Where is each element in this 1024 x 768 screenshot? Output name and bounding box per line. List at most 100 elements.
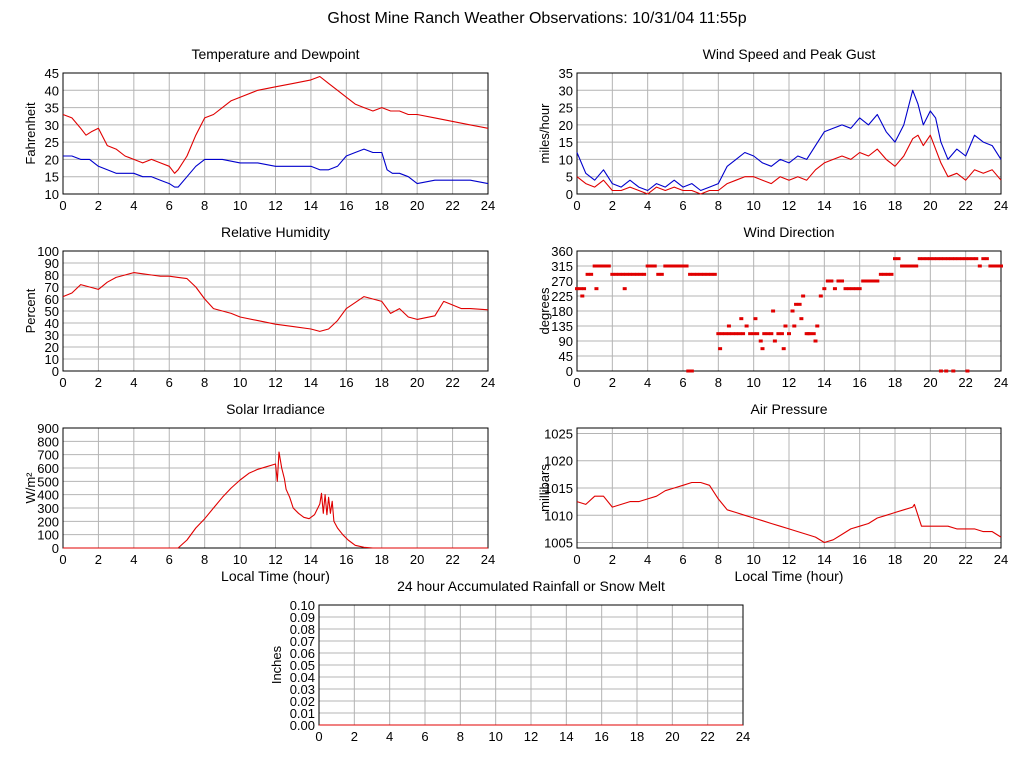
x-tick-label: 24 <box>994 375 1008 390</box>
data-point <box>599 264 604 268</box>
data-point <box>988 264 993 268</box>
x-tick-label: 16 <box>852 552 866 567</box>
y-tick-label: 30 <box>45 118 59 133</box>
data-point <box>938 257 943 261</box>
y-tick-label: 40 <box>45 83 59 98</box>
y-tick-label: 90 <box>45 256 59 271</box>
data-point <box>956 257 961 261</box>
data-point <box>924 257 929 261</box>
data-point <box>896 257 901 261</box>
charts-container: 0 2 4 6 8 10 12 14 16 18 20 22 241015202530354045Tem… <box>23 46 1008 744</box>
x-tick-label: 24 <box>481 198 495 213</box>
data-point <box>734 332 738 336</box>
chart-title: Temperature and Dewpoint <box>191 46 359 62</box>
y-tick-label: 600 <box>37 461 59 476</box>
x-tick-label: 22 <box>700 729 714 744</box>
data-point <box>813 339 818 343</box>
data-point <box>677 264 682 268</box>
x-tick-label: 2 <box>609 375 616 390</box>
x-axis-label: Local Time (hour) <box>735 568 844 584</box>
x-tick-label: 10 <box>746 375 760 390</box>
x-tick-label: 20 <box>923 375 937 390</box>
data-point <box>995 264 1000 268</box>
data-point <box>723 332 728 336</box>
data-point <box>585 272 590 276</box>
chart-humidity: 0 2 4 6 8 10 12 14 16 18 20 22 240102030405060708090… <box>23 224 495 390</box>
data-point <box>806 332 811 336</box>
data-point <box>799 317 804 321</box>
y-tick-label: 0.05 <box>290 658 315 673</box>
x-tick-label: 18 <box>630 729 644 744</box>
series-points <box>575 257 1003 373</box>
data-point <box>705 272 710 276</box>
data-point <box>691 272 696 276</box>
data-point <box>592 264 597 268</box>
data-point <box>741 332 746 336</box>
x-tick-label: 2 <box>609 552 616 567</box>
x-tick-label: 22 <box>445 552 459 567</box>
y-tick-label: 0.00 <box>290 718 315 733</box>
data-point <box>578 287 583 291</box>
y-tick-label: 0.08 <box>290 622 315 637</box>
x-tick-label: 4 <box>386 729 393 744</box>
plot-frame <box>576 250 1002 372</box>
x-tick-label: 4 <box>130 375 137 390</box>
data-point <box>620 272 625 276</box>
data-point <box>582 287 587 291</box>
y-axis-label: Percent <box>23 288 38 333</box>
x-tick-label: 6 <box>679 198 686 213</box>
data-point <box>688 272 693 276</box>
x-tick-label: 4 <box>644 198 651 213</box>
data-point <box>772 339 777 343</box>
y-tick-label: 100 <box>37 244 59 259</box>
data-point <box>758 339 763 343</box>
data-point <box>999 264 1003 268</box>
y-tick-label: 35 <box>45 101 59 116</box>
data-point <box>843 287 848 291</box>
chart-wind_direction: 0 2 4 6 8 10 12 14 16 18 20 22 240459013518022527031… <box>537 224 1008 390</box>
x-tick-label: 20 <box>665 729 679 744</box>
x-tick-label: 12 <box>524 729 538 744</box>
x-tick-label: 0 <box>59 198 66 213</box>
data-point <box>663 264 668 268</box>
data-point <box>726 324 731 328</box>
x-tick-label: 18 <box>888 198 902 213</box>
y-tick-label: 700 <box>37 448 59 463</box>
data-point <box>762 332 767 336</box>
x-tick-label: 12 <box>782 375 796 390</box>
x-tick-label: 8 <box>715 375 722 390</box>
data-point <box>836 279 841 283</box>
data-point <box>684 264 689 268</box>
data-point <box>622 287 627 291</box>
series-line-red <box>576 134 1002 195</box>
y-tick-label: 1015 <box>544 481 573 496</box>
data-point <box>681 264 685 268</box>
data-point <box>726 332 731 336</box>
y-tick-label: 10 <box>45 187 59 202</box>
series-line-blue <box>63 148 489 188</box>
y-tick-label: 180 <box>551 304 573 319</box>
x-tick-label: 0 <box>59 552 66 567</box>
data-point <box>580 294 585 298</box>
data-point <box>670 264 675 268</box>
series-line-red <box>62 75 489 174</box>
chart-title: 24 hour Accumulated Rainfall or Snow Mel… <box>397 578 665 594</box>
x-tick-label: 8 <box>201 198 208 213</box>
data-point <box>575 287 579 291</box>
chart-grid <box>576 428 1002 548</box>
plot-frame <box>62 72 489 195</box>
data-point <box>818 294 823 298</box>
y-tick-label: 0 <box>52 541 59 556</box>
chart-grid <box>318 604 744 726</box>
y-tick-label: 800 <box>37 434 59 449</box>
data-point <box>910 264 915 268</box>
data-point <box>594 287 599 291</box>
data-point <box>797 302 802 306</box>
y-tick-label: 60 <box>45 292 59 307</box>
data-point <box>900 264 905 268</box>
x-tick-label: 22 <box>958 375 972 390</box>
data-point <box>878 272 883 276</box>
y-tick-label: 40 <box>45 316 59 331</box>
data-point <box>942 257 947 261</box>
chart-grid <box>62 72 489 195</box>
